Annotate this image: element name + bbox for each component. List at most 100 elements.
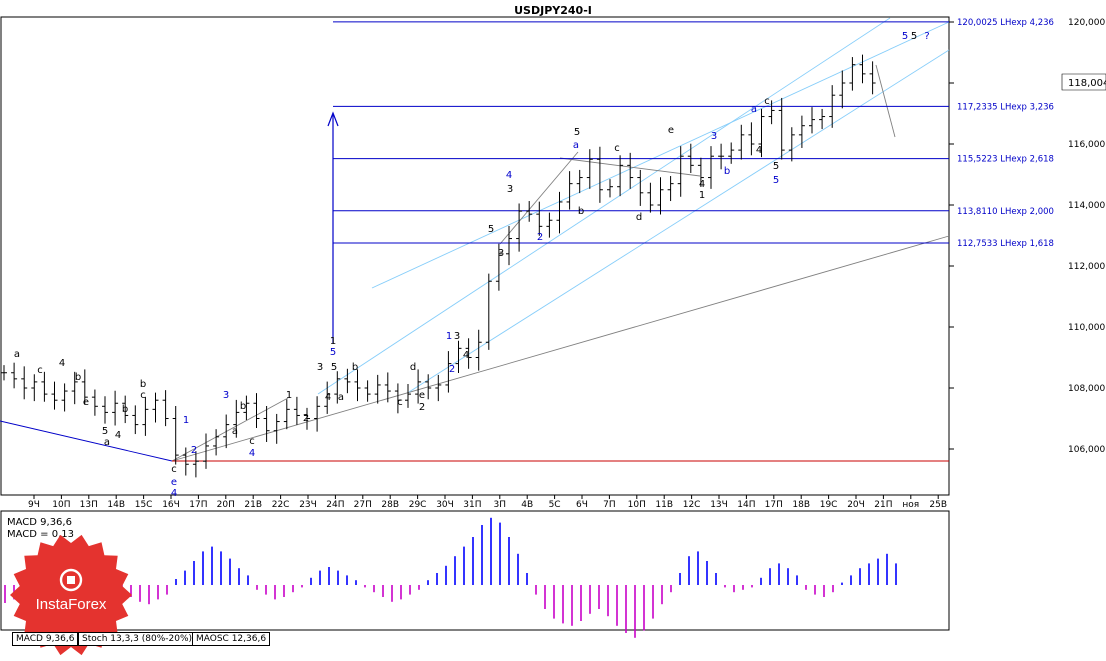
fib-level-label: 115,5223 LHexp 2,618 xyxy=(957,155,1054,165)
wave-label: 4 xyxy=(249,448,255,459)
y-tick-label: 110,000 xyxy=(1068,323,1105,333)
wave-label: 4 xyxy=(506,170,512,181)
trend-line xyxy=(171,397,289,462)
wave-label: 5 xyxy=(331,362,337,373)
macd-title: MACD 9,36,6 xyxy=(7,517,72,528)
x-tick-label: ноя xyxy=(902,500,919,510)
wave-label: 5 xyxy=(902,31,908,42)
x-tick-label: 20Ч xyxy=(847,500,865,510)
wave-label: a xyxy=(14,349,20,360)
price-bars xyxy=(1,54,876,478)
x-tick-label: 15С xyxy=(135,500,153,510)
logo-text: InstaForex xyxy=(36,596,107,613)
wave-label: 4 xyxy=(756,145,762,156)
wave-label: a xyxy=(104,437,110,448)
x-tick-label: 12С xyxy=(683,500,701,510)
projection-arrowhead xyxy=(327,111,339,127)
y-tick-label: 108,000 xyxy=(1068,384,1105,394)
wave-label: b xyxy=(578,206,584,217)
wave-label: 4 xyxy=(171,488,177,499)
x-tick-label: 11В xyxy=(655,500,673,510)
trend-line xyxy=(408,49,950,393)
macd-histogram xyxy=(4,517,897,638)
wave-label: 2 xyxy=(449,364,455,375)
wave-label: c xyxy=(397,397,403,408)
tab-maosc[interactable]: MAOSC 12,36,6 xyxy=(192,632,271,646)
wave-label: 3 xyxy=(711,131,717,142)
wave-label: 1 xyxy=(699,190,705,201)
x-tick-label: 3П xyxy=(494,500,507,510)
chart-title: USDJPY240-I xyxy=(514,4,592,17)
wave-label: d xyxy=(636,212,642,223)
instaforex-logo: InstaForex xyxy=(10,534,132,656)
wave-label: c xyxy=(140,390,146,401)
wave-label: 1 xyxy=(330,336,336,347)
wave-label: 4 xyxy=(699,179,705,190)
x-tick-label: 19С xyxy=(820,500,838,510)
horizontal-levels: 120,0025 LHexp 4,236 117,2335 LHexp 3,236… xyxy=(172,18,1054,462)
x-tick-label: 7П xyxy=(603,500,616,510)
fib-level-label: 120,0025 LHexp 4,236 xyxy=(957,18,1054,28)
x-tick-label: 21В xyxy=(244,500,262,510)
wave-label: 4 xyxy=(115,430,121,441)
trend-line xyxy=(171,235,950,462)
wave-label: 5 xyxy=(330,347,336,358)
trend-line xyxy=(875,64,896,138)
current-price-label: 118,004 xyxy=(1068,78,1106,89)
wave-label: a xyxy=(338,392,344,403)
tab-stoch[interactable]: Stoch 13,3,3 (80%-20%) xyxy=(78,632,197,646)
wave-label: c xyxy=(171,464,177,475)
x-tick-label: 5С xyxy=(549,500,561,510)
x-tick-label: 24П xyxy=(326,500,344,510)
x-tick-label: 25В xyxy=(929,500,947,510)
macd-value: MACD = 0,13 xyxy=(7,529,74,540)
wave-label: 4 xyxy=(59,358,65,369)
wave-label: c xyxy=(764,96,770,107)
wave-label: e xyxy=(83,397,89,408)
trend-line xyxy=(0,420,173,462)
fib-level-label: 113,8110 LHexp 2,000 xyxy=(957,207,1054,217)
wave-label: a xyxy=(232,426,238,437)
tab-macd[interactable]: MACD 9,36,6 xyxy=(12,632,79,646)
y-tick-label: 112,000 xyxy=(1068,262,1105,272)
y-tick-label: 114,000 xyxy=(1068,201,1105,211)
x-tick-label: 20П xyxy=(217,500,235,510)
wave-label: 2 xyxy=(191,445,197,456)
wave-label: e xyxy=(419,390,425,401)
wave-label: 1 xyxy=(446,331,452,342)
fib-level-label: 117,2335 LHexp 3,236 xyxy=(957,102,1054,112)
x-tick-label: 14В xyxy=(107,500,125,510)
wave-label: 2 xyxy=(303,413,309,424)
trendlines xyxy=(0,17,950,462)
trend-line xyxy=(317,17,891,395)
y-tick-label: 106,000 xyxy=(1068,445,1105,455)
wave-label: a xyxy=(751,104,757,115)
x-tick-label: 21П xyxy=(874,500,892,510)
wave-label: 3 xyxy=(223,390,229,401)
fib-level-label: 112,7533 LHexp 1,618 xyxy=(957,239,1054,249)
x-tick-label: 10П xyxy=(52,500,70,510)
wave-label: 3 xyxy=(498,248,504,259)
wave-label: ? xyxy=(924,31,929,42)
wave-label: 3 xyxy=(454,331,460,342)
wave-label: 2 xyxy=(537,232,543,243)
x-tick-label: 16Ч xyxy=(162,500,180,510)
wave-label: c xyxy=(614,143,620,154)
x-axis: 9Ч 10П 13П 14В 15С 16Ч 17П 20П 21В 22С 23Ч 24П 27П 28… xyxy=(28,495,947,510)
x-tick-label: 30Ч xyxy=(436,500,454,510)
trend-line xyxy=(499,151,579,245)
indicator-tab-bar: MACD 9,36,6 Stoch 13,3,3 (80%-20%) MAOSC… xyxy=(0,631,1106,646)
wave-label: 1 xyxy=(286,390,292,401)
wave-label: 5 xyxy=(773,175,779,186)
price-panel[interactable] xyxy=(0,16,950,496)
wave-label: a xyxy=(573,140,579,151)
wave-label: 5 xyxy=(102,426,108,437)
x-tick-label: 29С xyxy=(409,500,427,510)
wave-label: b xyxy=(724,166,730,177)
macd-panel[interactable] xyxy=(0,510,950,631)
wave-label: 2 xyxy=(419,402,425,413)
wave-label: 1 xyxy=(183,415,189,426)
